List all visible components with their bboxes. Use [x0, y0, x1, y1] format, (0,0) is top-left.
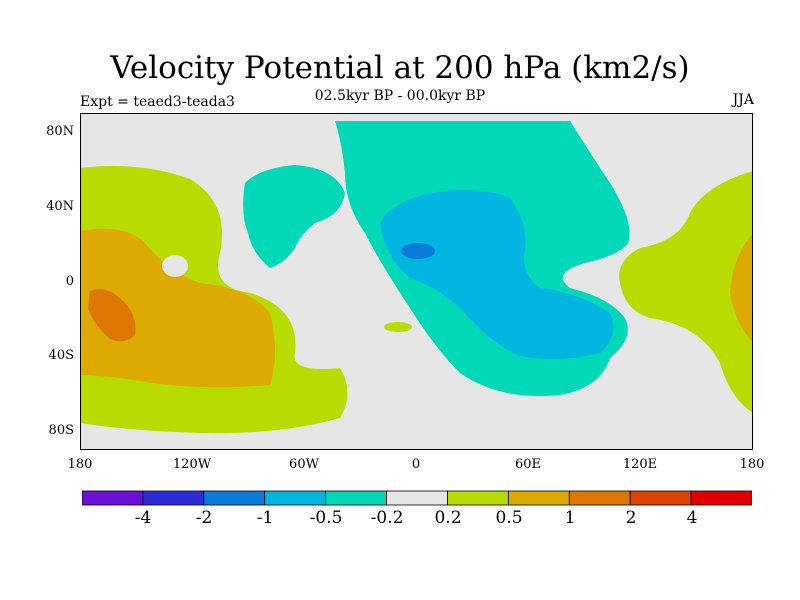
colorbar-swatch-5: [325, 490, 387, 506]
lon-label-180e: 180: [739, 457, 765, 472]
colorbar-swatch-4: [264, 490, 327, 506]
lat-label-40s: 40S: [48, 348, 74, 363]
colorbar-label-5: -0.2: [370, 508, 404, 528]
colorbar-swatch-8: [507, 490, 570, 506]
colorbar-label-6: 0.2: [434, 508, 462, 528]
period-subtitle: 02.5kyr BP - 00.0kyr BP: [314, 88, 486, 104]
region-pos-0-2-west-pacific: [619, 171, 753, 413]
lat-label-80n: 80N: [46, 124, 74, 139]
region-pos-0-5-east-pacific: [80, 228, 275, 388]
colorbar-swatch-2: [142, 490, 205, 506]
colorbar-label-4: -0.5: [309, 508, 343, 528]
region-neutral-pacific-hole: [162, 255, 188, 277]
region-pos-0-2-south-atlantic: [384, 322, 412, 332]
colorbar-swatch-7: [447, 490, 509, 506]
region-pos-0-5-west-pacific: [730, 233, 753, 343]
colorbar-swatch-1: [82, 490, 144, 506]
season-label: JJA: [732, 92, 754, 108]
lat-label-0: 0: [65, 274, 74, 289]
colorbar-label-1: -4: [134, 508, 152, 528]
colorbar-swatch-11: [690, 490, 752, 506]
map-frame: [80, 113, 753, 450]
lon-label-120w: 120W: [172, 457, 212, 472]
region-pos-1-east-pacific: [88, 289, 136, 342]
colorbar-swatch-9: [568, 490, 631, 506]
lat-label-40n: 40N: [46, 199, 74, 214]
map-title: Velocity Potential at 200 hPa (km2/s): [110, 50, 690, 86]
colorbar-label-3: -1: [256, 508, 274, 528]
colorbar-label-2: -2: [195, 508, 213, 528]
colorbar-swatch-10: [629, 490, 692, 506]
colorbar-swatch-3: [203, 490, 266, 506]
lon-label-0: 0: [411, 457, 421, 472]
lon-label-60e: 60E: [514, 457, 542, 472]
colorbar-label-7: 0.5: [495, 508, 523, 528]
colorbar-label-8: 1: [564, 508, 576, 528]
colorbar: [82, 490, 752, 506]
lon-label-60w: 60W: [289, 457, 319, 472]
velocity-potential-map: [80, 113, 753, 450]
lon-label-120e: 120E: [622, 457, 658, 472]
region-neg-0-2-north-america: [243, 165, 345, 268]
colorbar-label-9: 2: [625, 508, 637, 528]
lat-label-80s: 80S: [48, 423, 74, 438]
region-neg-0-5-africa-indian: [380, 189, 614, 359]
colorbar-label-10: 4: [686, 508, 698, 528]
region-neg-1-africa: [401, 243, 435, 259]
experiment-label: Expt = teaed3-teada3: [80, 94, 235, 110]
colorbar-swatch-6: [386, 490, 448, 506]
lon-label-180w: 180: [67, 457, 93, 472]
